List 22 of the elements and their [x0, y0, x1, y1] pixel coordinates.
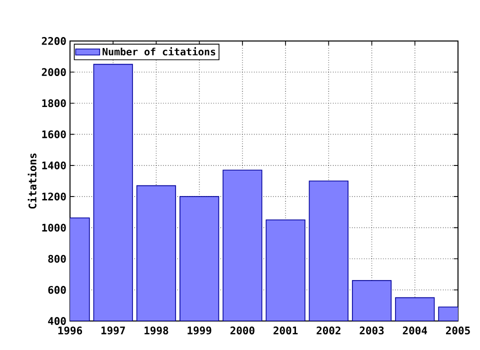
- x-tick-label: 2002: [316, 326, 340, 334]
- x-tick-label: 2003: [360, 326, 384, 334]
- x-tick-label: 2004: [402, 326, 428, 334]
- y-tick-label: 2200: [42, 37, 66, 45]
- x-tick-label: 2001: [274, 326, 298, 334]
- x-tick-label: 2000: [230, 326, 254, 334]
- x-tick-label: 1997: [101, 326, 125, 334]
- x-tick-label: 1999: [188, 326, 212, 334]
- x-tick-label: 2005: [446, 326, 470, 334]
- y-tick-label: 1400: [42, 161, 66, 170]
- x-tick-label: 1998: [144, 326, 168, 334]
- y-tick-label: 1600: [42, 130, 66, 138]
- y-tick-label: 800: [48, 254, 66, 263]
- y-tick-label: 1200: [42, 192, 66, 201]
- y-tick-label: 1000: [42, 224, 66, 232]
- y-tick-label: 1800: [42, 99, 66, 108]
- y-tick-label: 400: [48, 317, 66, 325]
- y-axis-title: Citations: [28, 154, 36, 209]
- legend-label: Number of citations: [102, 47, 216, 56]
- y-tick-label: 2000: [42, 68, 66, 76]
- x-tick-label: 1996: [58, 326, 82, 334]
- y-tick-label: 600: [48, 286, 66, 294]
